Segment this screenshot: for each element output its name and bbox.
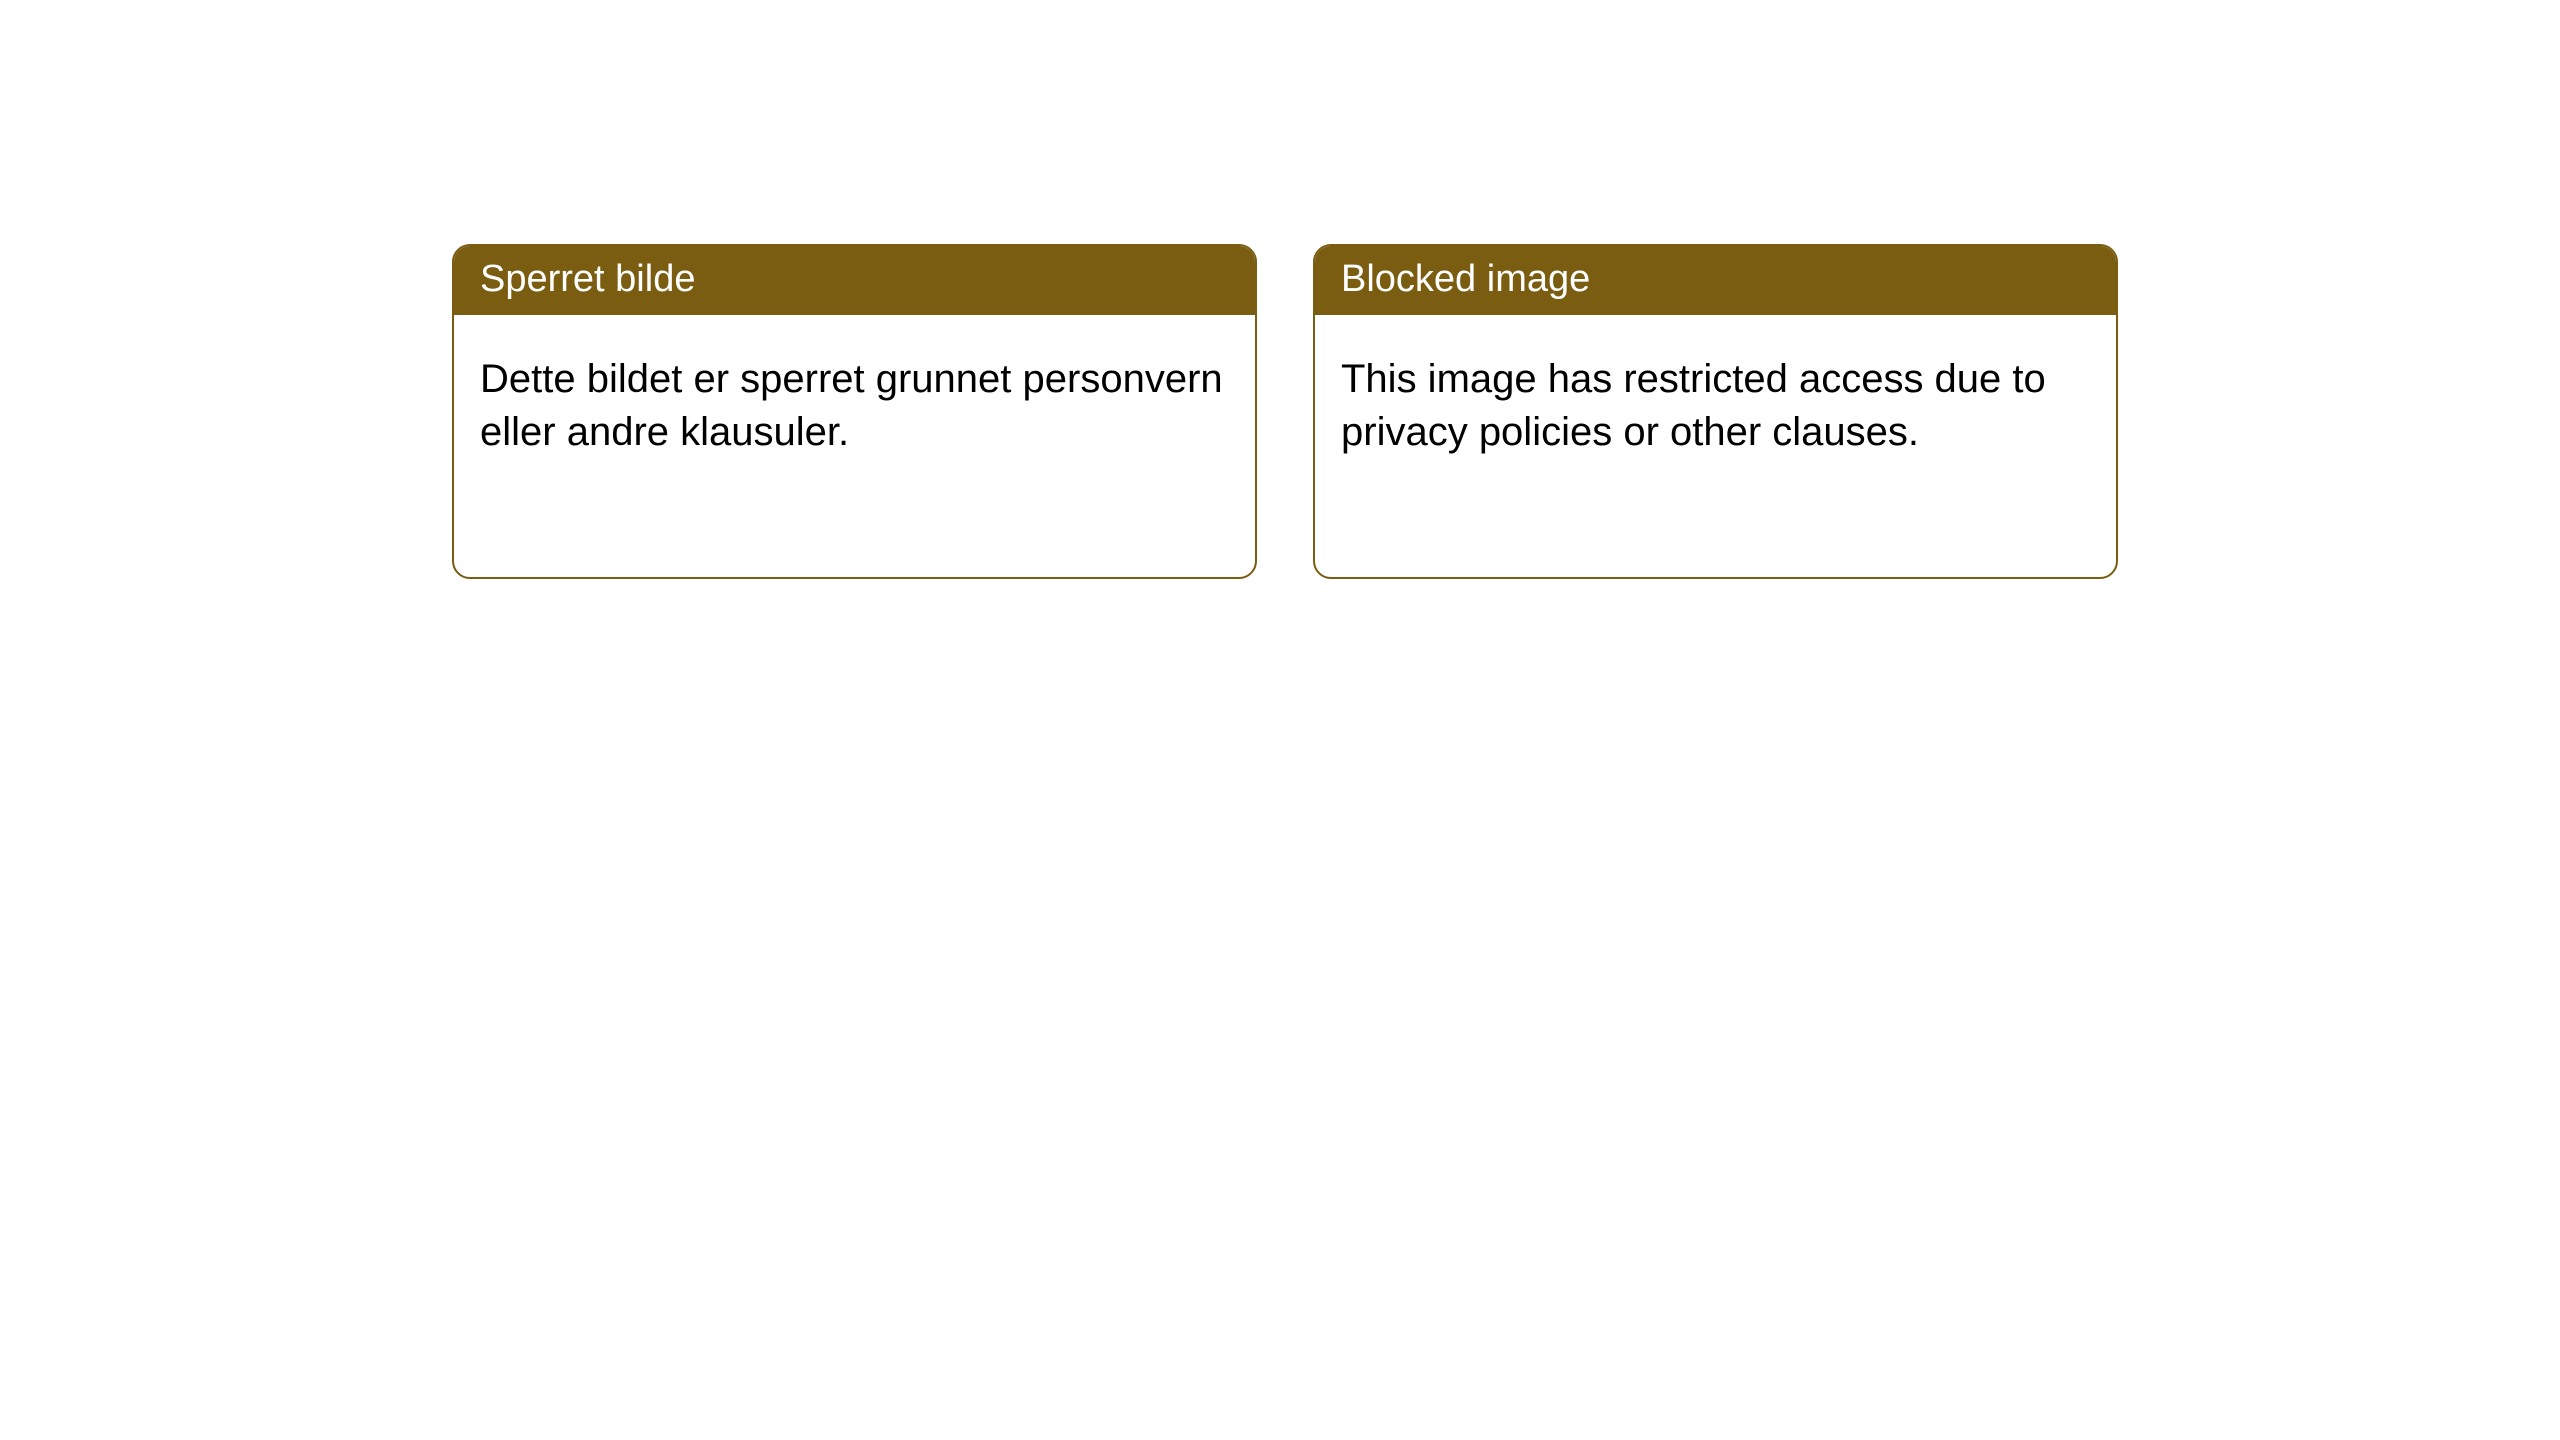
blocked-card-english: Blocked image This image has restricted … bbox=[1313, 244, 2118, 579]
card-header-norwegian: Sperret bilde bbox=[454, 246, 1255, 315]
blocked-card-norwegian: Sperret bilde Dette bildet er sperret gr… bbox=[452, 244, 1257, 579]
card-message-english: This image has restricted access due to … bbox=[1315, 315, 2116, 485]
card-header-english: Blocked image bbox=[1315, 246, 2116, 315]
blocked-cards-container: Sperret bilde Dette bildet er sperret gr… bbox=[452, 244, 2118, 579]
card-message-norwegian: Dette bildet er sperret grunnet personve… bbox=[454, 315, 1255, 485]
